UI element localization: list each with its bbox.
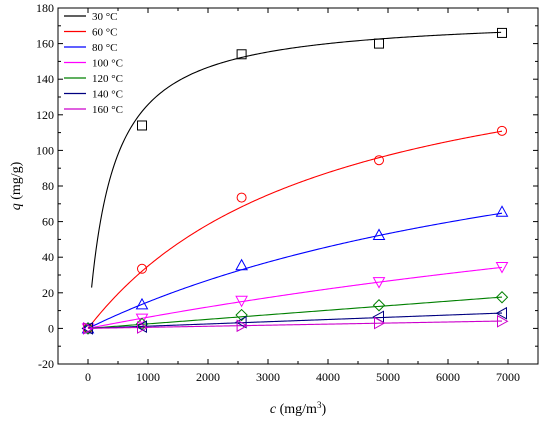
x-tick-label: 5000 bbox=[376, 370, 400, 384]
fit-curve-5 bbox=[87, 312, 503, 329]
data-point bbox=[374, 316, 386, 330]
fit-curve-4 bbox=[87, 296, 503, 329]
x-tick-label: 0 bbox=[85, 370, 91, 384]
fit-curve-1 bbox=[87, 130, 503, 329]
x-axis-unit-sup: 3 bbox=[317, 400, 322, 410]
fit-curve-6 bbox=[87, 320, 503, 329]
data-point bbox=[235, 295, 248, 308]
data-point bbox=[495, 261, 509, 274]
x-axis-var: c bbox=[270, 402, 277, 417]
data-point bbox=[495, 205, 509, 217]
y-tick-label: -20 bbox=[38, 357, 54, 371]
x-tick-label: 1000 bbox=[136, 370, 160, 384]
data-point bbox=[236, 49, 247, 60]
data-point bbox=[137, 263, 147, 274]
data-point bbox=[372, 277, 386, 289]
y-tick-label: 120 bbox=[36, 108, 54, 122]
data-points-group bbox=[81, 27, 509, 335]
y-tick-label: 0 bbox=[48, 321, 54, 335]
legend-label-4: 120 °C bbox=[92, 73, 123, 85]
legend-label-2: 80 °C bbox=[92, 42, 118, 54]
axes-group: 0 1000 2000 3000 4000 5000 6000 7000 -20 0 20 40 60 8… bbox=[36, 1, 539, 384]
data-point bbox=[497, 27, 507, 38]
legend-label-6: 160 °C bbox=[92, 104, 123, 116]
data-point bbox=[81, 322, 95, 335]
data-point bbox=[235, 308, 248, 322]
data-point bbox=[235, 315, 247, 329]
y-axis-unit: (mg/g) bbox=[9, 161, 24, 203]
data-point bbox=[83, 322, 95, 335]
data-point bbox=[135, 297, 149, 310]
x-tick-label: 2000 bbox=[196, 370, 220, 384]
x-tick-label: 7000 bbox=[496, 370, 520, 384]
data-point bbox=[372, 228, 386, 240]
x-tick-label: 3000 bbox=[256, 370, 280, 384]
data-point bbox=[374, 38, 384, 49]
data-point bbox=[495, 291, 509, 304]
y-tick-label: 180 bbox=[36, 1, 54, 15]
data-point bbox=[374, 155, 384, 166]
y-axis-label: q (mg/g) bbox=[9, 161, 24, 210]
y-tick-label: 40 bbox=[42, 250, 54, 264]
data-point bbox=[236, 192, 247, 203]
data-point bbox=[372, 299, 386, 312]
y-tick-label: 20 bbox=[42, 286, 54, 300]
data-point bbox=[236, 319, 249, 333]
y-tick-label: 100 bbox=[36, 143, 54, 157]
legend-label-3: 100 °C bbox=[92, 58, 123, 70]
legend: 30 °C 60 °C 80 °C 100 °C 120 °C 140 °C 160 °C bbox=[64, 11, 123, 116]
data-point bbox=[497, 314, 509, 328]
y-tick-label: 160 bbox=[36, 37, 54, 51]
data-point bbox=[497, 125, 507, 136]
x-axis-label: c (mg/m3) bbox=[270, 400, 327, 417]
y-axis-var: q bbox=[9, 203, 24, 210]
y-tick-label: 140 bbox=[36, 72, 54, 86]
fit-curves-group bbox=[87, 31, 503, 329]
data-point bbox=[495, 306, 507, 320]
data-point bbox=[235, 258, 248, 271]
legend-label-0: 30 °C bbox=[92, 11, 118, 23]
y-tick-label: 80 bbox=[42, 179, 54, 193]
fit-curve-2 bbox=[87, 212, 503, 329]
axis-labels-group: c (mg/m3) q (mg/g) bbox=[9, 161, 326, 417]
fit-curve-0 bbox=[91, 31, 502, 288]
legend-label-1: 60 °C bbox=[92, 27, 118, 39]
fit-curve-3 bbox=[87, 266, 503, 329]
y-tick-label: 60 bbox=[42, 215, 54, 229]
data-point bbox=[137, 120, 147, 131]
x-tick-label: 6000 bbox=[436, 370, 460, 384]
legend-label-5: 140 °C bbox=[92, 89, 123, 101]
data-point bbox=[81, 323, 95, 335]
data-point bbox=[137, 321, 149, 334]
plot-frame bbox=[57, 7, 539, 365]
x-axis-unit: (mg/m bbox=[276, 402, 317, 417]
x-axis-unit-end: ) bbox=[321, 402, 326, 417]
x-tick-label: 4000 bbox=[316, 370, 340, 384]
data-point bbox=[135, 313, 149, 326]
